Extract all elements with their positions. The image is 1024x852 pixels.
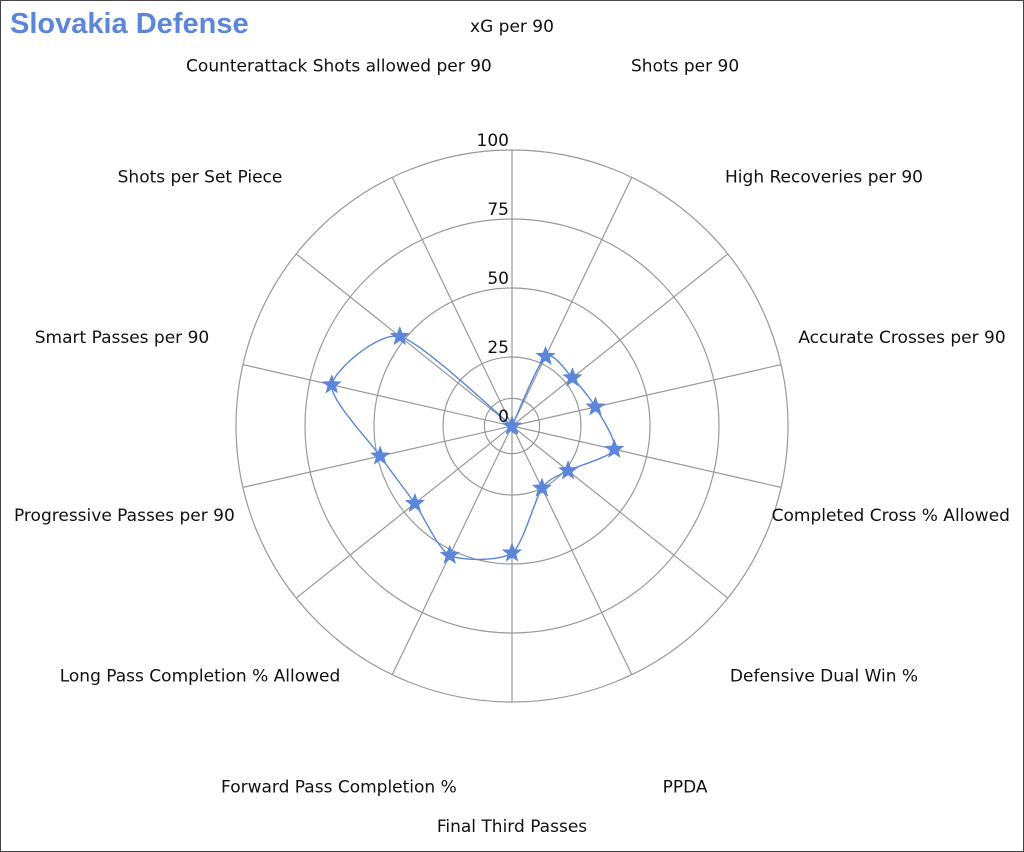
data-point-star [501, 415, 523, 435]
data-point-star [404, 492, 426, 513]
axis-label: Shots per Set Piece [118, 168, 283, 188]
grid-spoke [295, 425, 513, 599]
data-point-star [604, 438, 625, 459]
data-point-star [557, 460, 579, 480]
grid-spoke [511, 425, 782, 489]
grid-spoke [242, 363, 513, 427]
axis-label: Progressive Passes per 90 [14, 506, 235, 526]
axis-label: xG per 90 [470, 17, 554, 37]
axis-label: PPDA [663, 777, 708, 797]
radial-tick-label: 75 [487, 200, 509, 220]
axis-label: Accurate Crosses per 90 [798, 328, 1005, 348]
data-point-star [501, 542, 523, 562]
data-point-star [562, 367, 583, 387]
axis-label: Smart Passes per 90 [35, 328, 209, 348]
chart-title: Slovakia Defense [10, 8, 249, 40]
radial-tick-label: 100 [477, 131, 509, 151]
grid-spoke [391, 425, 513, 675]
grid-spoke [511, 177, 633, 427]
data-point-star [321, 374, 342, 394]
radar-series [321, 325, 625, 564]
grid-spoke [511, 425, 633, 675]
data-point-star [369, 445, 391, 465]
data-point-star [535, 345, 556, 366]
axis-label: High Recoveries per 90 [725, 168, 923, 188]
axis-label: Defensive Dual Win % [730, 666, 918, 686]
axis-label: Final Third Passes [437, 817, 587, 837]
axis-label: Counterattack Shots allowed per 90 [186, 57, 492, 77]
grid-spoke [511, 253, 729, 427]
data-point-star [389, 325, 410, 346]
radial-tick-labels: 0 25 50 75 100 [477, 131, 509, 427]
axis-labels: xG per 90 Shots per 90 High Recoveries per… [14, 17, 1010, 837]
axis-label: Long Pass Completion % Allowed [60, 666, 341, 686]
grid-spoke [511, 363, 782, 427]
axis-label: Completed Cross % Allowed [772, 506, 1010, 526]
data-point-star [531, 477, 553, 497]
axis-label: Shots per 90 [631, 57, 739, 77]
data-point-star [439, 544, 460, 564]
radial-tick-label: 25 [487, 338, 509, 358]
radial-tick-label: 0 [498, 407, 509, 427]
axis-label: Forward Pass Completion % [221, 777, 457, 797]
grid-spoke [391, 177, 513, 427]
data-point-star [585, 396, 606, 416]
grid-spoke [511, 425, 729, 599]
radial-tick-label: 50 [487, 269, 509, 289]
